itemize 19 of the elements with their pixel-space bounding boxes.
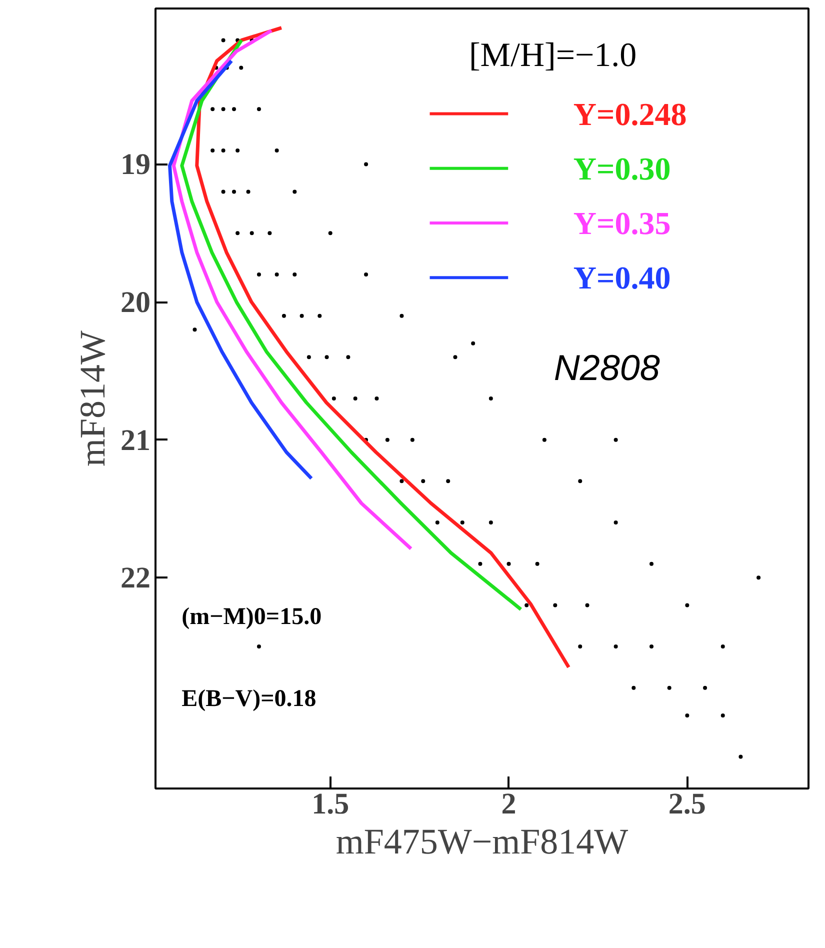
legend-label: Y=0.30 — [573, 150, 671, 186]
annotation: (m−M)0=15.0 — [182, 604, 322, 630]
legend-label: Y=0.35 — [573, 205, 671, 241]
y-axis-title: mF814W — [72, 330, 112, 466]
y-tick-label: 19 — [120, 148, 150, 182]
y-tick-label: 22 — [120, 562, 150, 595]
legend-label: Y=0.248 — [573, 96, 687, 132]
x-tick-label: 2.5 — [668, 788, 706, 820]
line-series — [168, 59, 314, 480]
x-tick-label: 2 — [501, 788, 516, 820]
x-axis-title: mF475W−mF814W — [336, 822, 628, 862]
legend-label: Y=0.40 — [573, 260, 671, 296]
line-series — [172, 28, 413, 550]
y-tick-label: 21 — [120, 424, 150, 457]
annotation: E(B−V)=0.18 — [182, 686, 316, 712]
legend-title: [M/H]=−1.0 — [468, 36, 637, 74]
x-tick-label: 1.5 — [312, 788, 350, 820]
annotation: N2808 — [554, 346, 660, 388]
y-tick-label: 20 — [120, 286, 150, 320]
